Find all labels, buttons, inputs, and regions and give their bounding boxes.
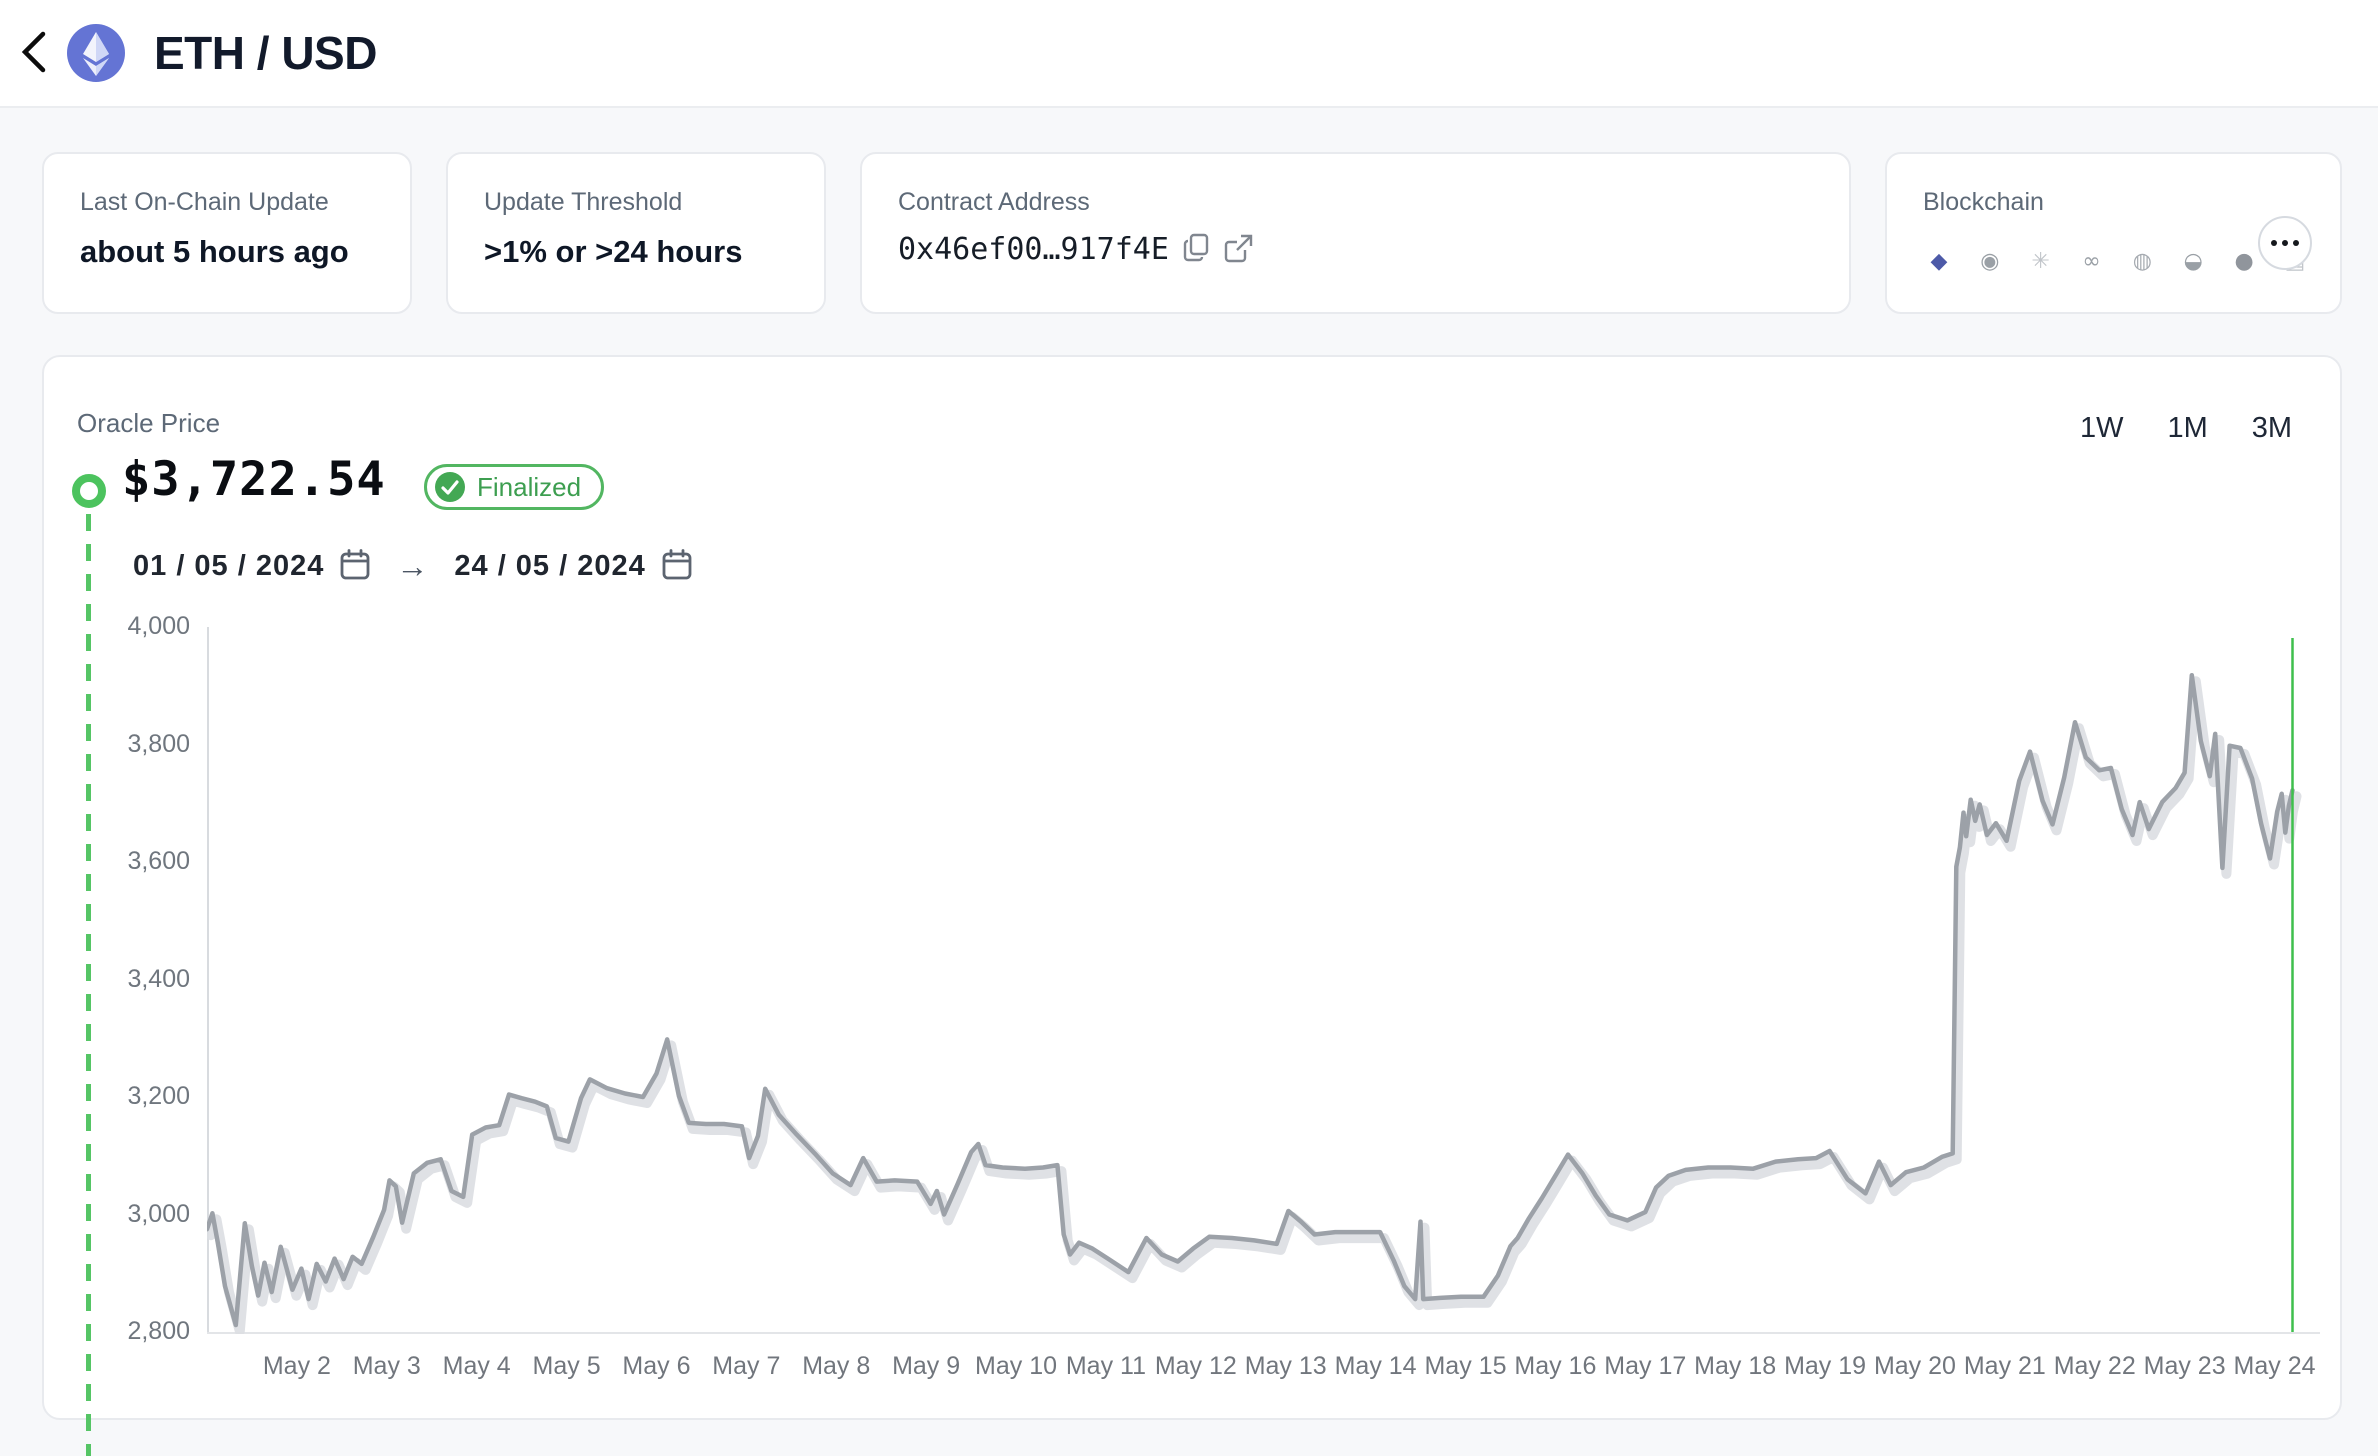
price-line-chart[interactable] <box>207 620 2307 1334</box>
oracle-price-label: Oracle Price <box>77 408 221 438</box>
x-axis-tick-label: May 10 <box>975 1352 1058 1380</box>
x-axis-tick-label: May 7 <box>712 1352 781 1380</box>
last-update-value: about 5 hours ago <box>80 234 349 269</box>
chain-5-icon[interactable]: ◍ <box>2132 249 2152 274</box>
x-axis-tick-label: May 4 <box>442 1352 511 1380</box>
date-to-calendar-button[interactable] <box>662 549 692 584</box>
x-axis-tick-label: May 3 <box>352 1352 421 1380</box>
x-axis-tick-label: May 11 <box>1065 1352 1146 1380</box>
x-axis-tick-label: May 5 <box>532 1352 601 1380</box>
y-axis-tick-label: 3,200 <box>127 1082 190 1110</box>
view-on-explorer-button[interactable] <box>1224 234 1253 266</box>
contract-address-label: Contract Address <box>898 188 1090 216</box>
contract-address-value[interactable]: 0x46ef00…917f4E <box>898 232 1169 267</box>
contract-address-card: Contract Address 0x46ef00…917f4E <box>860 152 1851 314</box>
y-axis-tick-label: 3,800 <box>127 729 190 758</box>
oracle-price-value: $3,722.54 <box>122 452 386 507</box>
last-update-label: Last On-Chain Update <box>80 188 329 216</box>
x-axis-tick-label: May 13 <box>1244 1352 1327 1380</box>
x-axis-tick-label: May 23 <box>2143 1352 2226 1380</box>
update-threshold-card: Update Threshold >1% or >24 hours <box>446 152 826 314</box>
y-axis-tick-label: 2,800 <box>127 1317 190 1345</box>
finalized-badge: Finalized <box>424 464 605 510</box>
chain-7-icon[interactable]: ● <box>2234 249 2254 274</box>
x-axis-tick-label: May 16 <box>1514 1352 1597 1380</box>
x-axis-tick-label: May 22 <box>2053 1352 2136 1380</box>
external-link-icon <box>1224 234 1253 266</box>
y-axis-tick-label: 3,400 <box>127 964 190 993</box>
x-axis-tick-label: May 18 <box>1694 1352 1777 1380</box>
x-axis-tick-label: May 20 <box>1873 1352 1956 1380</box>
x-axis-tick-label: May 19 <box>1784 1352 1867 1380</box>
copy-address-button[interactable] <box>1183 233 1210 266</box>
x-axis-tick-label: May 21 <box>1963 1352 2046 1380</box>
price-dashed-guide-line <box>86 514 91 1456</box>
header-bar: ETH / USD <box>0 0 2378 108</box>
chain-2-icon[interactable]: ◉ <box>1980 249 2000 274</box>
y-axis-tick-label: 3,600 <box>127 847 190 875</box>
arrow-right-icon: → <box>396 548 429 584</box>
x-axis-tick-label: May 15 <box>1424 1352 1507 1380</box>
calendar-icon <box>340 549 370 584</box>
date-from-calendar-button[interactable] <box>340 549 370 584</box>
y-axis-tick-label: 4,000 <box>127 612 190 640</box>
update-threshold-value: >1% or >24 hours <box>484 234 743 269</box>
back-button[interactable] <box>12 25 56 81</box>
blockchain-card: Blockchain ◆◉✳∞◍◒●▤ <box>1885 152 2342 314</box>
copy-icon <box>1183 233 1210 266</box>
last-update-card: Last On-Chain Update about 5 hours ago <box>42 152 412 314</box>
date-range-picker: 01 / 05 / 2024 → 24 / 05 / 2024 <box>133 548 692 585</box>
update-threshold-label: Update Threshold <box>484 188 683 216</box>
date-to-value[interactable]: 24 / 05 / 2024 <box>454 550 646 582</box>
price-pin-icon <box>72 474 106 508</box>
x-axis-tick-label: May 12 <box>1154 1352 1237 1380</box>
y-axis-line <box>207 627 209 1333</box>
back-chevron-icon <box>17 29 51 78</box>
ellipsis-icon <box>2271 240 2299 246</box>
blockchain-label: Blockchain <box>1923 188 2044 216</box>
x-axis-tick-label: May 17 <box>1604 1352 1687 1380</box>
eth-token-icon <box>66 23 126 83</box>
page-title: ETH / USD <box>154 27 377 79</box>
x-axis-tick-label: May 8 <box>802 1352 871 1380</box>
more-blockchains-button[interactable] <box>2258 216 2312 270</box>
ethereum-icon[interactable]: ◆ <box>1930 249 1948 274</box>
date-from-value[interactable]: 01 / 05 / 2024 <box>133 550 325 582</box>
range-button-1m[interactable]: 1M <box>2166 408 2210 449</box>
finalized-badge-label: Finalized <box>477 471 582 502</box>
chain-6-icon[interactable]: ◒ <box>2183 249 2203 274</box>
time-range-selector: 1W 1M 3M <box>2078 408 2294 449</box>
x-axis-tick-label: May 24 <box>2233 1352 2316 1380</box>
check-circle-icon <box>435 472 465 502</box>
x-axis-line <box>207 1332 2320 1334</box>
blockchain-icons-row: ◆◉✳∞◍◒●▤ <box>1917 240 2317 284</box>
chain-4-icon[interactable]: ∞ <box>2082 249 2101 274</box>
x-axis-tick-label: May 9 <box>892 1352 961 1380</box>
x-axis-tick-label: May 2 <box>262 1352 331 1380</box>
x-axis-tick-label: May 14 <box>1334 1352 1417 1380</box>
calendar-icon <box>662 549 692 584</box>
range-button-1w[interactable]: 1W <box>2078 408 2126 449</box>
y-axis-tick-label: 3,000 <box>127 1199 190 1228</box>
range-button-3m[interactable]: 3M <box>2250 408 2294 449</box>
x-axis-tick-label: May 6 <box>622 1352 691 1380</box>
chain-3-icon[interactable]: ✳ <box>2031 249 2050 274</box>
